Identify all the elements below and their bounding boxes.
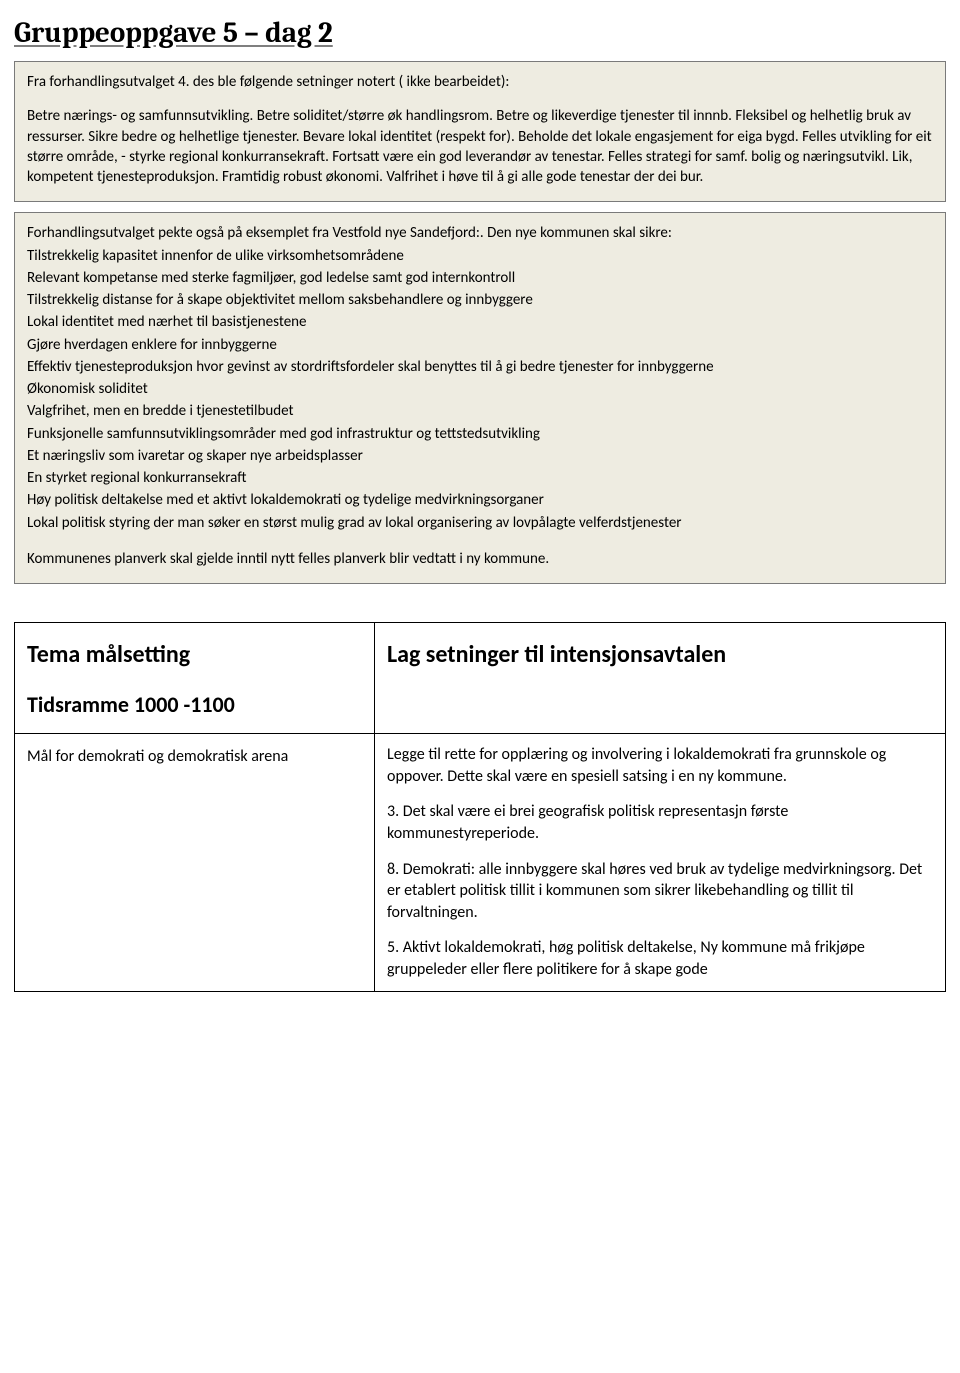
- box2-line: Gjøre hverdagen enklere for innbyggerne: [27, 335, 933, 355]
- table-right-header: Lag setninger til intensjonsavtalen: [387, 639, 933, 671]
- table-left-cell: Mål for demokrati og demokratisk arena: [15, 734, 375, 991]
- table-right-paragraph: 5. Aktivt lokaldemokrati, høg politisk d…: [387, 937, 933, 980]
- box2-line: Økonomisk soliditet: [27, 379, 933, 399]
- table-right-paragraph: Legge til rette for opplæring og involve…: [387, 744, 933, 787]
- table-right-cell: Legge til rette for opplæring og involve…: [375, 734, 946, 991]
- box2-line: En styrket regional konkurransekraft: [27, 468, 933, 488]
- table-right-paragraph: 8. Demokrati: alle innbyggere skal høres…: [387, 859, 933, 924]
- box2-footer: Kommunenes planverk skal gjelde inntil n…: [27, 549, 933, 569]
- box2-line: Relevant kompetanse med sterke fagmiljøe…: [27, 268, 933, 288]
- box2-line: Lokal politisk styring der man søker en …: [27, 513, 933, 533]
- box2-line: Tilstrekkelig kapasitet innenfor de ulik…: [27, 246, 933, 266]
- box2-line: Effektiv tjenesteproduksjon hvor gevinst…: [27, 357, 933, 377]
- box2-lead: Forhandlingsutvalget pekte også på eksem…: [27, 223, 933, 243]
- table-left-cell: Tema målsetting Tidsramme 1000 -1100: [15, 623, 375, 734]
- table-left-subheader: Tidsramme 1000 -1100: [27, 690, 362, 720]
- table-left-header: Tema målsetting: [27, 639, 362, 671]
- table-right-paragraph: 3. Det skal være ei brei geografisk poli…: [387, 801, 933, 844]
- goals-table: Tema målsetting Tidsramme 1000 -1100 Lag…: [14, 622, 946, 991]
- table-row: Mål for demokrati og demokratisk arena L…: [15, 734, 946, 991]
- box2-line: Funksjonelle samfunnsutviklingsområder m…: [27, 424, 933, 444]
- box2-line: Tilstrekkelig distanse for å skape objek…: [27, 290, 933, 310]
- info-box-2: Forhandlingsutvalget pekte også på eksem…: [14, 212, 946, 584]
- table-right-cell: Lag setninger til intensjonsavtalen: [375, 623, 946, 734]
- box2-line: Lokal identitet med nærhet til basistjen…: [27, 312, 933, 332]
- page-title: Gruppeoppgave 5 – dag 2: [14, 14, 946, 53]
- box2-line: Et næringsliv som ivaretar og skaper nye…: [27, 446, 933, 466]
- goal-text: Mål for demokrati og demokratisk arena: [27, 746, 362, 768]
- box1-body: Betre nærings- og samfunnsutvikling. Bet…: [27, 106, 933, 187]
- box2-line: Høy politisk deltakelse med et aktivt lo…: [27, 490, 933, 510]
- info-box-1: Fra forhandlingsutvalget 4. des ble følg…: [14, 61, 946, 202]
- box2-line: Valgfrihet, men en bredde i tjenestetilb…: [27, 401, 933, 421]
- box1-lead: Fra forhandlingsutvalget 4. des ble følg…: [27, 72, 933, 92]
- table-row: Tema målsetting Tidsramme 1000 -1100 Lag…: [15, 623, 946, 734]
